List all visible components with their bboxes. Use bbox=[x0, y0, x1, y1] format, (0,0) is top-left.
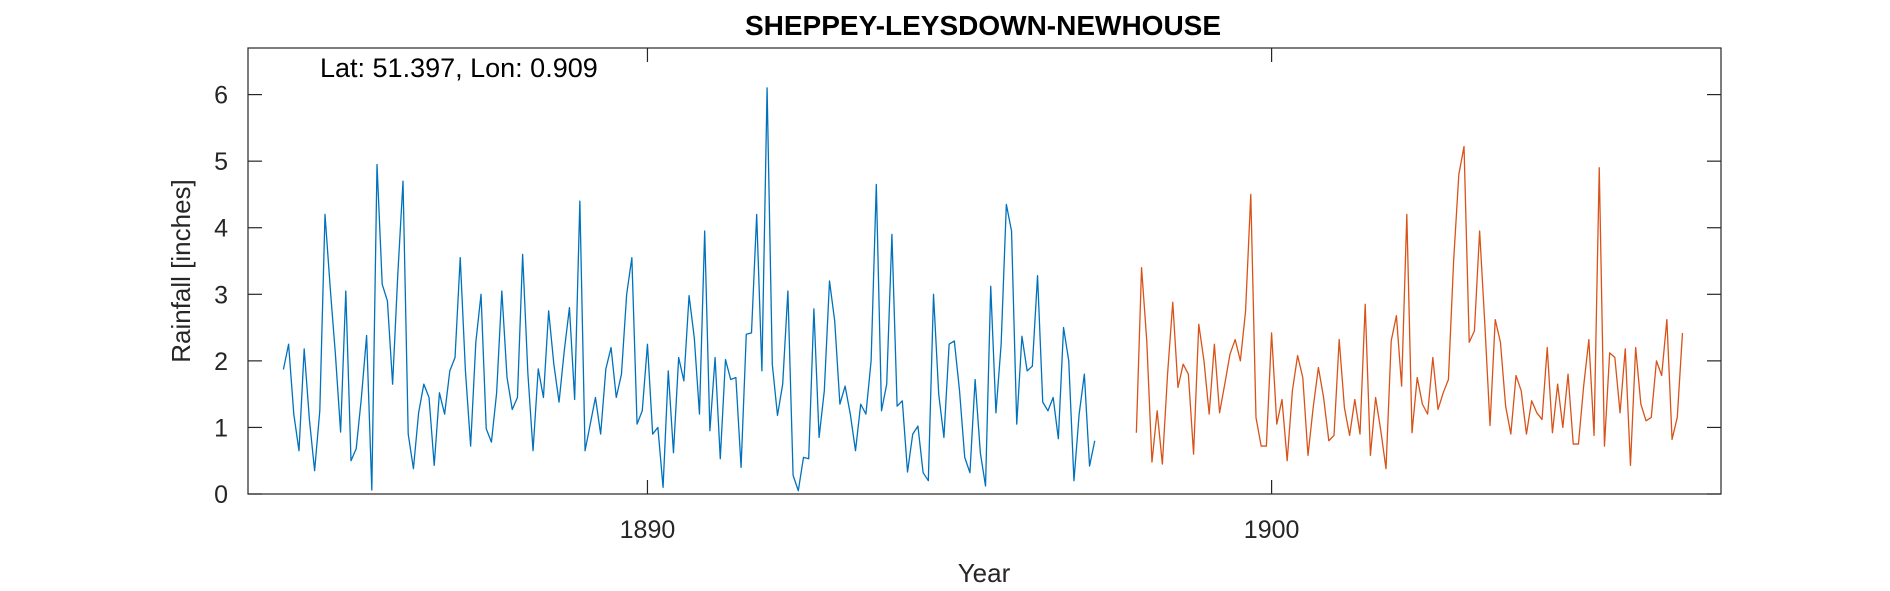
y-tick-label: 6 bbox=[214, 82, 228, 110]
series-line-2 bbox=[1135, 145, 1684, 470]
y-tick-label: 1 bbox=[214, 414, 228, 442]
chart-title: SHEPPEY-LEYSDOWN-NEWHOUSE bbox=[745, 10, 1221, 41]
series-line-1 bbox=[282, 87, 1096, 492]
y-tick-label: 3 bbox=[214, 281, 228, 309]
y-tick-label: 2 bbox=[214, 348, 228, 376]
y-tick-label: 4 bbox=[214, 215, 228, 243]
x-tick-label: 1900 bbox=[1244, 516, 1300, 544]
series-layer bbox=[282, 87, 1684, 492]
y-tick-label: 0 bbox=[214, 481, 228, 509]
x-tick-label: 1890 bbox=[620, 516, 676, 544]
plot-area: 0 1 2 3 4 5 6 1890 1900 bbox=[214, 47, 1722, 544]
y-tick-label: 5 bbox=[214, 148, 228, 176]
ticks-layer: 0 1 2 3 4 5 6 1890 1900 bbox=[214, 48, 1721, 544]
y-axis-label: Rainfall [inches] bbox=[166, 179, 196, 363]
plot-box bbox=[247, 47, 1722, 495]
x-axis-label: Year bbox=[958, 558, 1011, 588]
location-annotation: Lat: 51.397, Lon: 0.909 bbox=[320, 53, 598, 83]
